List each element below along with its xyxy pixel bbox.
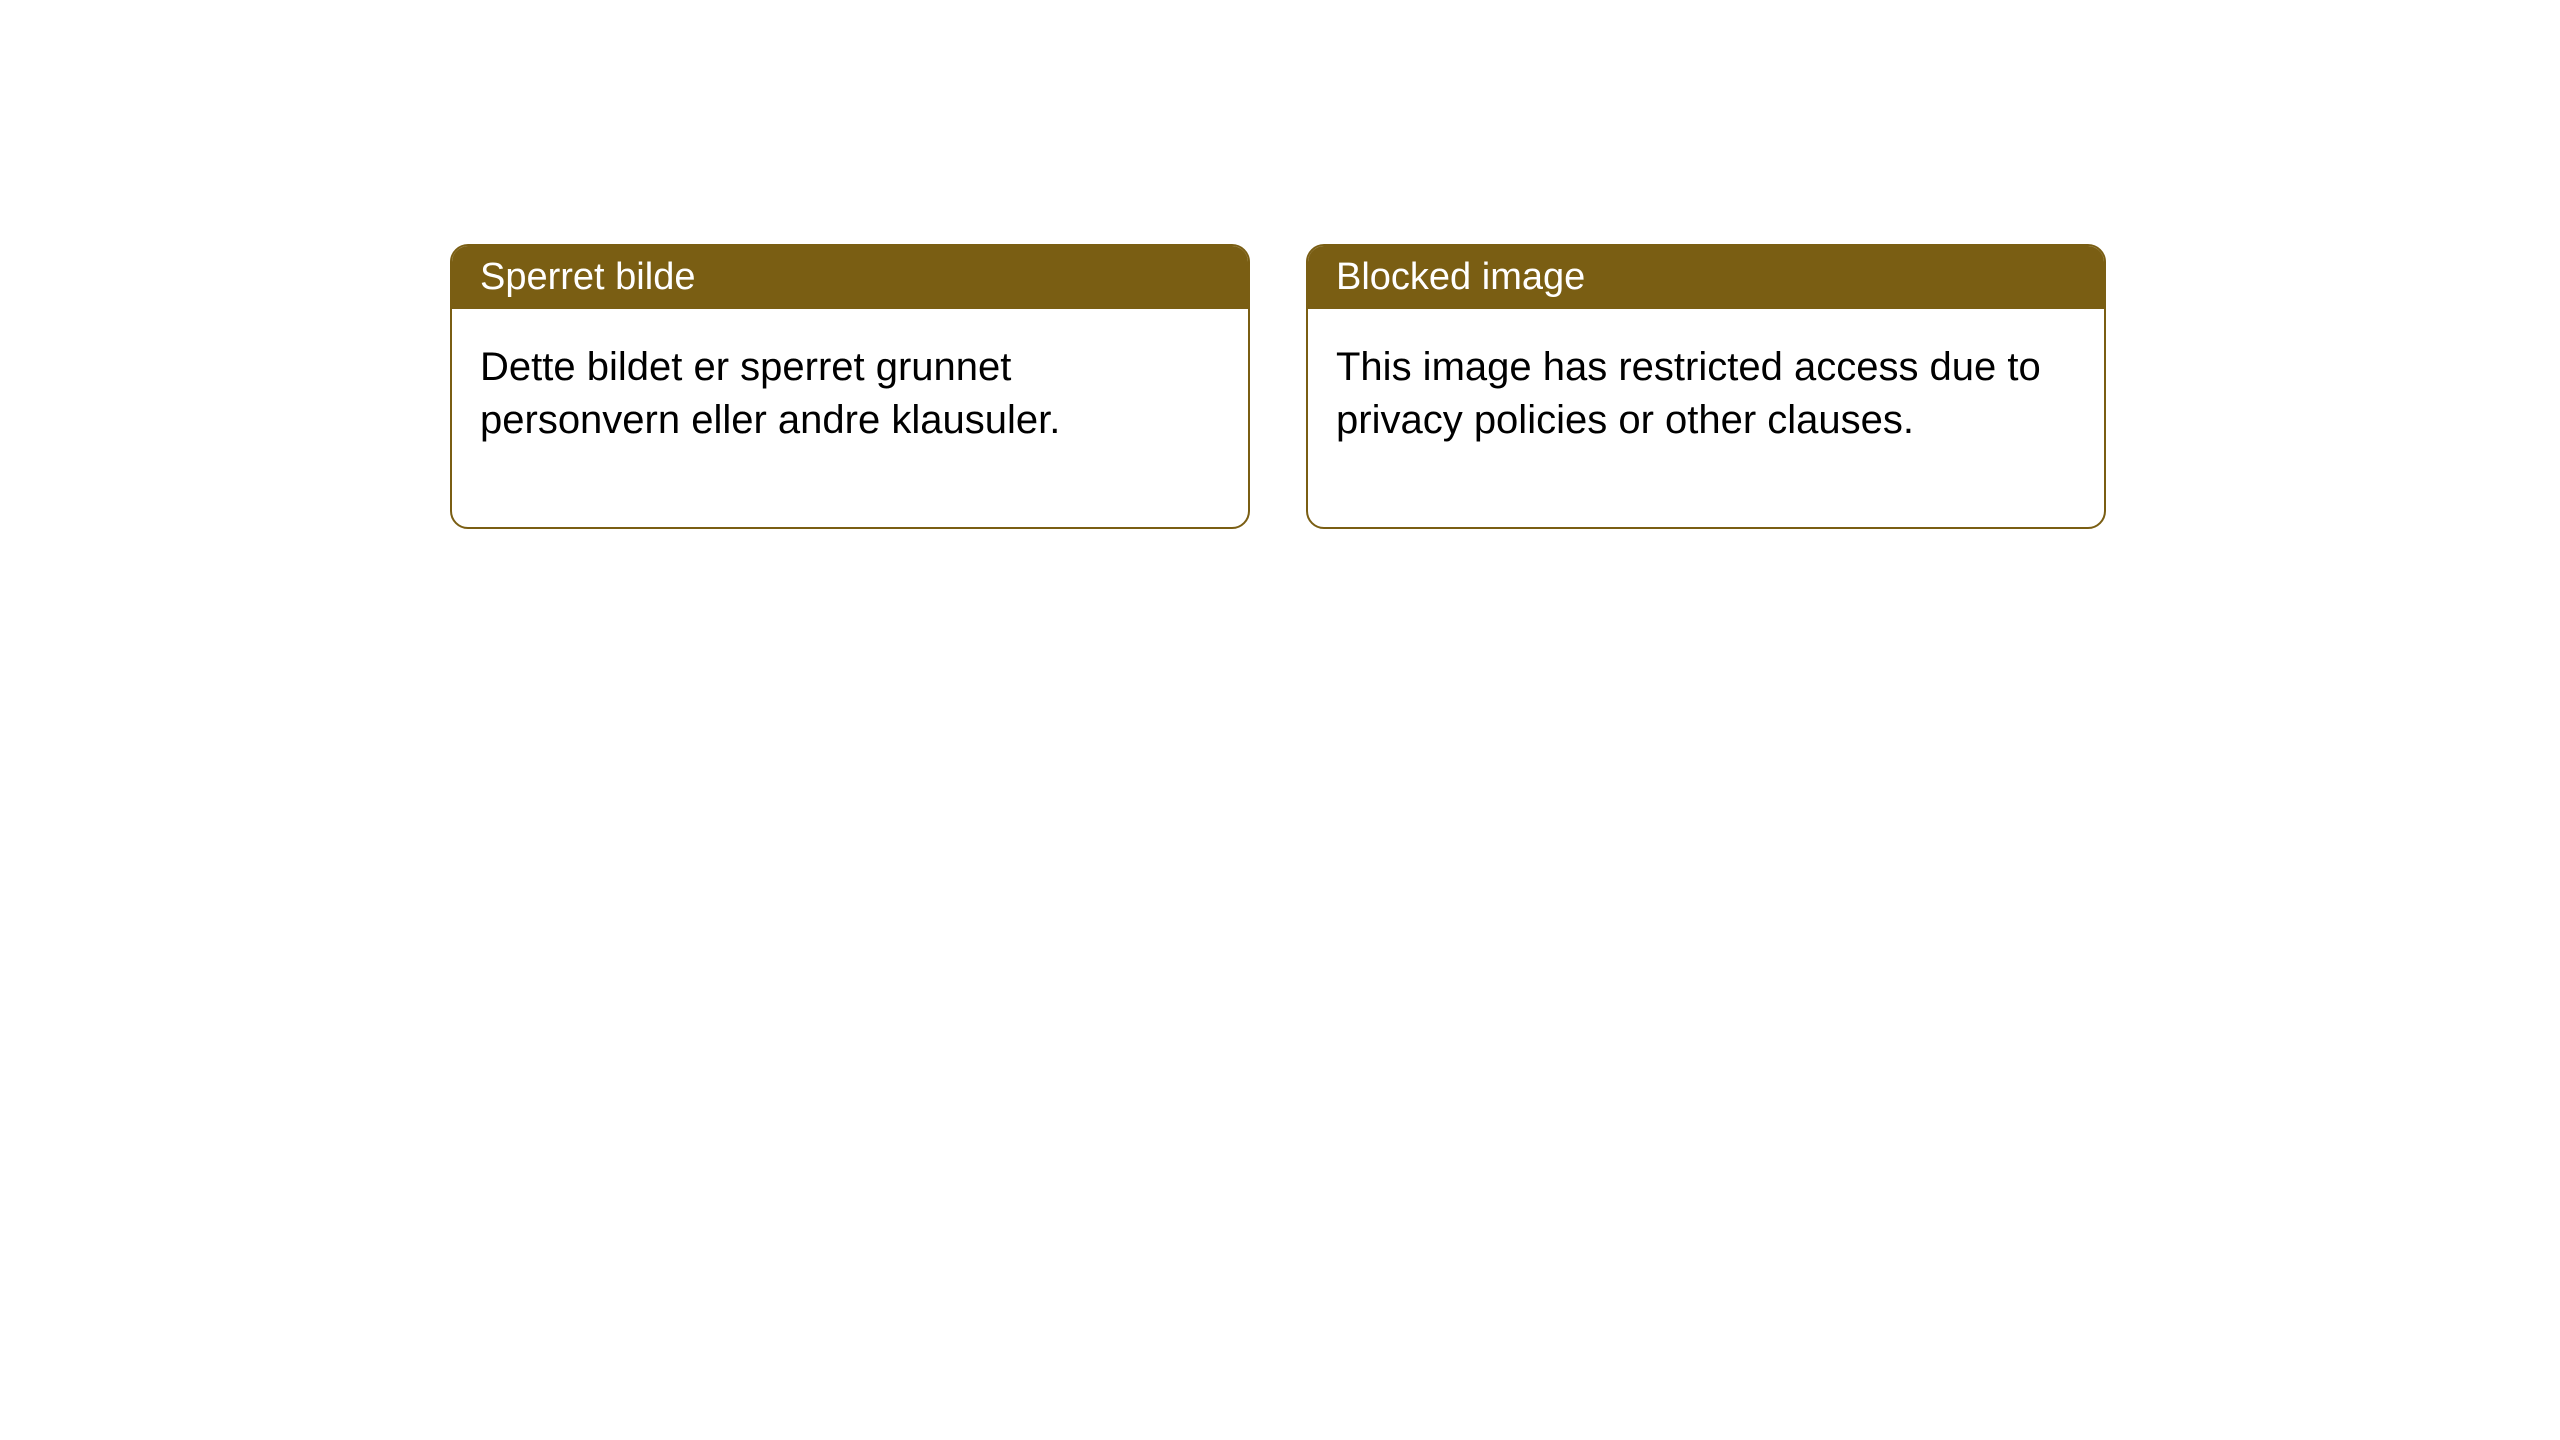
notice-title: Sperret bilde <box>480 256 695 298</box>
notice-body-text: Dette bildet er sperret grunnet personve… <box>480 345 1060 442</box>
notice-body: This image has restricted access due to … <box>1308 309 2104 527</box>
notice-header: Blocked image <box>1308 246 2104 309</box>
notice-header: Sperret bilde <box>452 246 1248 309</box>
notice-body: Dette bildet er sperret grunnet personve… <box>452 309 1248 527</box>
notice-container: Sperret bilde Dette bildet er sperret gr… <box>450 244 2106 529</box>
notice-card-norwegian: Sperret bilde Dette bildet er sperret gr… <box>450 244 1250 529</box>
notice-body-text: This image has restricted access due to … <box>1336 345 2041 442</box>
notice-card-english: Blocked image This image has restricted … <box>1306 244 2106 529</box>
notice-title: Blocked image <box>1336 256 1585 298</box>
